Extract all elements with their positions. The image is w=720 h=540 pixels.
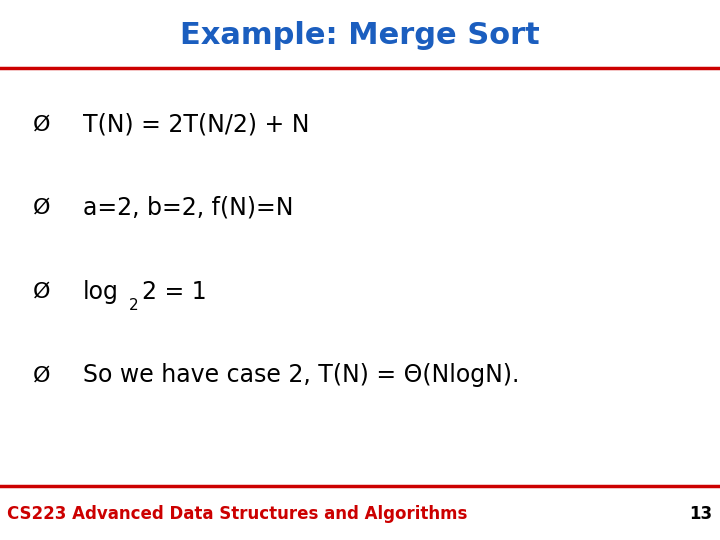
Text: log: log xyxy=(83,280,119,303)
Text: So we have case 2, T(N) = Θ(NlogN).: So we have case 2, T(N) = Θ(NlogN). xyxy=(83,363,519,387)
Text: CS223 Advanced Data Structures and Algorithms: CS223 Advanced Data Structures and Algor… xyxy=(7,505,467,523)
Text: T(N) = 2T(N/2) + N: T(N) = 2T(N/2) + N xyxy=(83,112,310,136)
Text: 13: 13 xyxy=(690,505,713,523)
Text: 2: 2 xyxy=(129,298,139,313)
Text: 2 = 1: 2 = 1 xyxy=(142,280,206,303)
Text: a=2, b=2, f(N)=N: a=2, b=2, f(N)=N xyxy=(83,196,293,220)
Text: Example: Merge Sort: Example: Merge Sort xyxy=(180,21,540,50)
Text: Ø: Ø xyxy=(32,114,50,134)
Text: Ø: Ø xyxy=(32,198,50,218)
Text: Ø: Ø xyxy=(32,281,50,302)
Text: Ø: Ø xyxy=(32,365,50,386)
